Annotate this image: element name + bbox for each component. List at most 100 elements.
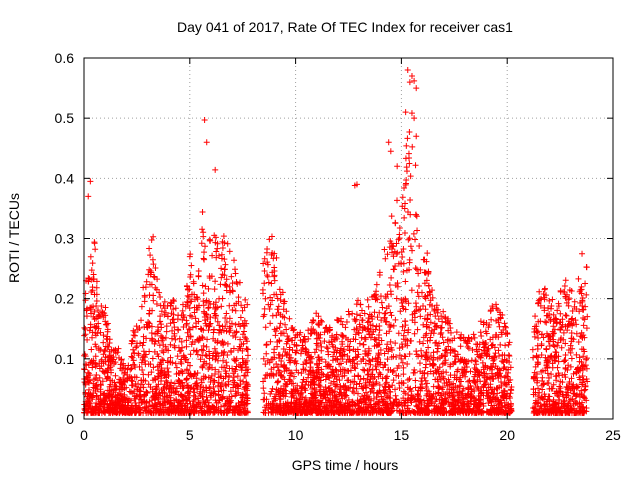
data-point	[405, 236, 412, 243]
data-point	[550, 381, 557, 388]
data-point	[568, 355, 575, 362]
data-point	[470, 377, 477, 384]
data-point	[262, 361, 269, 368]
data-point	[407, 197, 414, 204]
data-point	[393, 295, 400, 302]
data-point	[332, 381, 339, 388]
data-point	[102, 318, 109, 325]
data-point	[542, 367, 549, 374]
data-point	[83, 313, 90, 320]
data-point	[231, 302, 238, 309]
data-point	[388, 274, 395, 281]
data-point	[439, 384, 446, 391]
data-point	[412, 265, 419, 272]
data-point	[365, 315, 372, 322]
data-point	[100, 391, 107, 398]
data-point	[141, 292, 148, 299]
data-point	[274, 379, 281, 386]
data-point	[546, 397, 553, 404]
data-point	[437, 408, 444, 415]
data-point	[424, 337, 431, 344]
y-tick-label: 0.6	[55, 50, 75, 66]
data-point	[452, 383, 459, 390]
data-point	[160, 357, 167, 364]
data-point	[502, 381, 509, 388]
data-point	[570, 401, 577, 408]
data-point	[323, 363, 330, 370]
data-point	[200, 255, 207, 262]
data-point	[453, 374, 460, 381]
data-point	[150, 297, 157, 304]
data-point	[243, 335, 250, 342]
data-point	[412, 384, 419, 391]
data-point	[97, 381, 104, 388]
data-point	[360, 385, 367, 392]
data-point	[385, 303, 392, 310]
data-point	[561, 397, 568, 404]
data-point	[381, 246, 388, 253]
data-point	[440, 308, 447, 315]
data-point	[365, 303, 372, 310]
data-point	[465, 334, 472, 341]
data-point	[226, 374, 233, 381]
data-point	[213, 305, 220, 312]
data-point	[365, 396, 372, 403]
data-point	[351, 378, 358, 385]
data-point	[406, 128, 413, 135]
data-point	[502, 323, 509, 330]
data-point	[220, 375, 227, 382]
data-point	[341, 394, 348, 401]
data-point	[465, 409, 472, 416]
data-point	[244, 301, 251, 308]
data-point	[561, 357, 568, 364]
data-point	[146, 245, 153, 252]
data-point	[98, 303, 105, 310]
data-point	[569, 315, 576, 322]
data-point	[555, 353, 562, 360]
data-point	[495, 401, 502, 408]
data-point	[393, 251, 400, 258]
data-point	[280, 392, 287, 399]
data-point	[345, 308, 352, 315]
data-point	[322, 395, 329, 402]
data-point	[566, 379, 573, 386]
x-tick-labels: 0 5 10 15 20 25	[80, 427, 621, 443]
data-point	[188, 298, 195, 305]
data-point	[352, 331, 359, 338]
data-point	[562, 340, 569, 347]
data-point	[228, 393, 235, 400]
data-point	[158, 308, 165, 315]
data-point	[313, 346, 320, 353]
data-point	[549, 296, 556, 303]
data-point	[272, 332, 279, 339]
data-point	[430, 349, 437, 356]
data-point	[276, 324, 283, 331]
data-point	[467, 368, 474, 375]
data-point	[505, 369, 512, 376]
data-point	[301, 333, 308, 340]
data-point	[494, 306, 501, 313]
data-point	[93, 343, 100, 350]
data-point	[85, 361, 92, 368]
data-point	[84, 305, 91, 312]
data-point	[580, 376, 587, 383]
data-point	[562, 374, 569, 381]
data-point	[92, 353, 99, 360]
data-point	[121, 396, 128, 403]
data-point	[375, 399, 382, 406]
data-point	[351, 364, 358, 371]
data-point	[396, 231, 403, 238]
data-point	[567, 342, 574, 349]
data-point	[368, 383, 375, 390]
data-point	[182, 406, 189, 413]
data-point	[465, 378, 472, 385]
data-point	[506, 353, 513, 360]
data-point	[204, 316, 211, 323]
data-point	[547, 353, 554, 360]
data-point	[432, 376, 439, 383]
data-point	[388, 213, 395, 220]
data-point	[185, 333, 192, 340]
data-point	[392, 392, 399, 399]
data-point	[479, 359, 486, 366]
data-point	[436, 354, 443, 361]
